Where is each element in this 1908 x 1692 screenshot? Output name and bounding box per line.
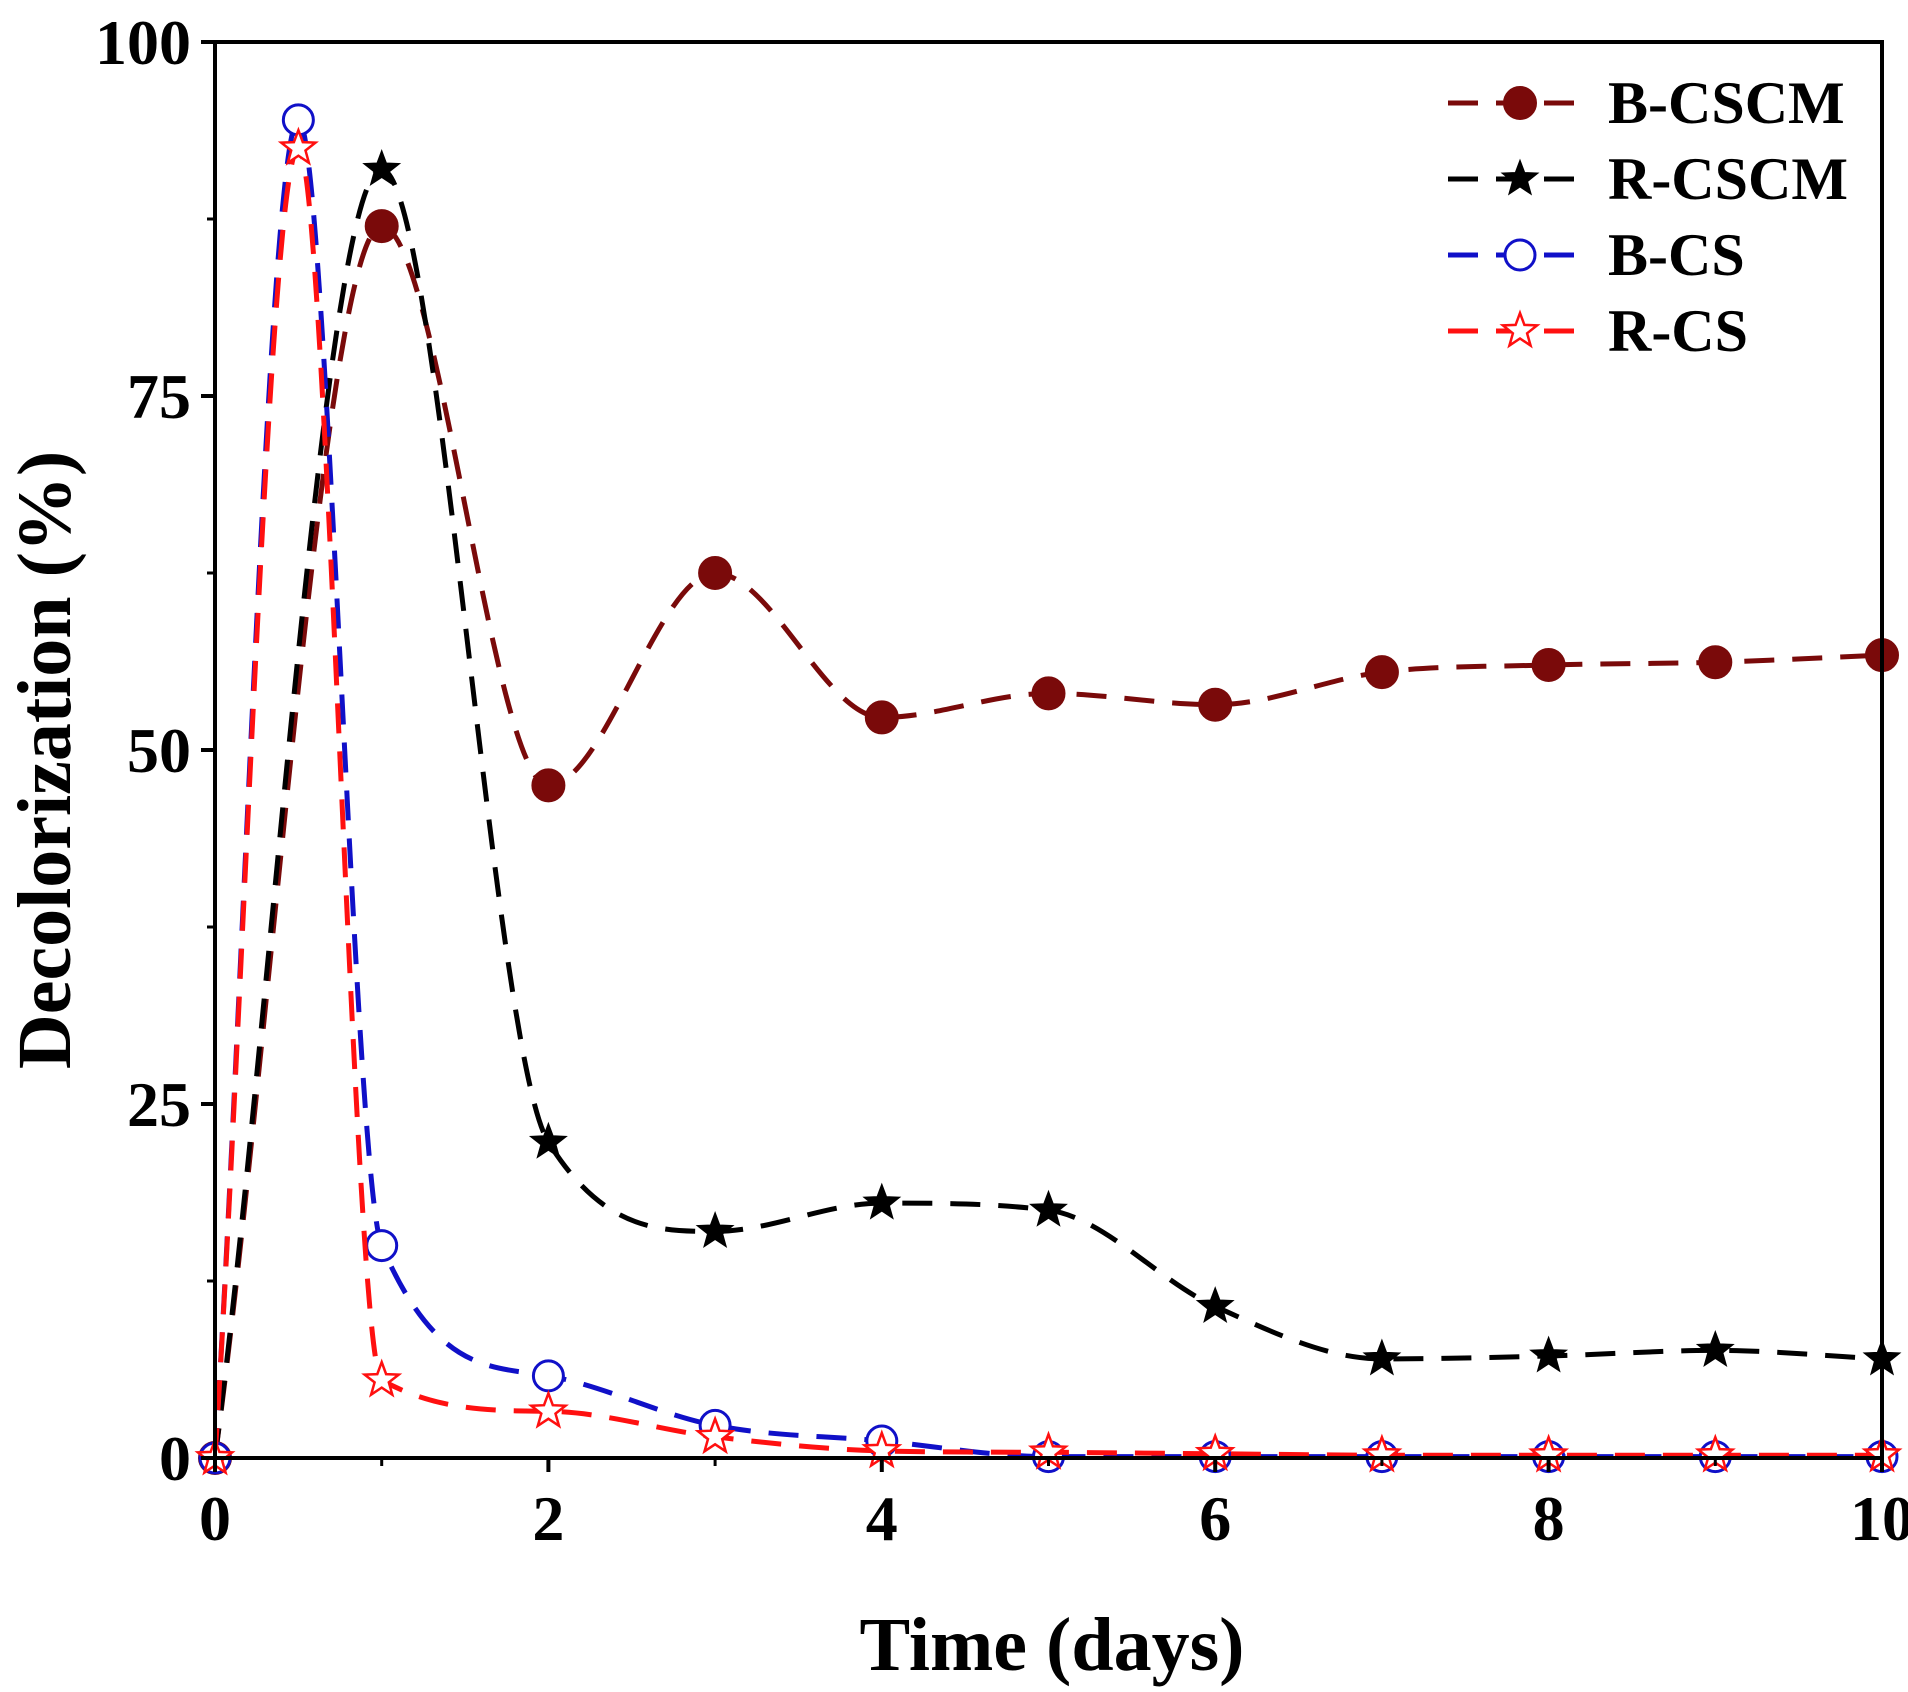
x-tick-label: 8 [1533,1483,1565,1554]
legend-item-b-cs: B-CS [1448,222,1745,288]
data-point-r-cscm [862,1182,902,1220]
data-point-r-cs [361,1358,403,1398]
legend-marker-r-cscm [1500,158,1540,196]
legend-item-r-cs: R-CS [1448,298,1748,364]
y-axis-title: Decolorization (%) [3,451,87,1069]
legend-label-b-cscm: B-CSCM [1608,70,1845,136]
data-point-b-cscm [864,700,899,735]
data-point-b-cscm [364,209,399,244]
y-tick-label: 50 [127,715,191,786]
y-tick-label: 0 [159,1423,191,1494]
data-point-r-cscm [1529,1335,1569,1373]
data-point-r-cscm [362,148,402,186]
plot-area [194,103,1903,1476]
legend: B-CSCM R-CSCM B-CS R-CS [1448,70,1848,364]
series-line-r-cscm [212,166,1883,1459]
data-point-b-cs [531,1359,565,1393]
data-point-r-cs [694,1415,736,1455]
x-tick-label: 6 [1199,1483,1231,1554]
series-line-b-cscm [212,223,1883,1459]
data-point-b-cscm [1531,648,1566,683]
data-point-b-cscm [1698,645,1733,680]
data-point-b-cscm [531,768,566,803]
legend-marker-r-cs [1499,309,1541,349]
data-point-r-cs [277,126,319,166]
legend-marker-b-cscm [1503,86,1537,120]
y-tick-label: 75 [127,361,191,432]
x-tick-label: 2 [532,1483,564,1554]
legend-item-b-cscm: B-CSCM [1448,70,1845,136]
data-point-b-cscm [1031,676,1066,711]
legend-marker-b-cs [1503,238,1537,272]
data-point-r-cscm [695,1210,735,1248]
axes: 0 25 50 75 100 0 2 4 6 8 10 [95,7,1908,1554]
data-point-r-cscm [1695,1329,1735,1367]
series-r-cscm [195,148,1902,1475]
series-line-b-cs [212,117,1882,1460]
data-point-r-cscm [1029,1189,1068,1227]
data-point-b-cs [365,1229,399,1263]
x-tick-label: 0 [199,1483,231,1554]
data-point-b-cscm [698,556,733,590]
data-point-r-cscm [1362,1338,1402,1376]
legend-item-r-cscm: R-CSCM [1448,146,1848,212]
data-point-r-cs [527,1389,569,1429]
data-point-b-cscm [1198,687,1233,722]
legend-label-b-cs: B-CS [1608,222,1745,288]
y-tick-label: 100 [95,7,191,78]
series-b-cscm [198,209,1899,1475]
legend-label-r-cs: R-CS [1608,298,1748,364]
legend-label-r-cscm: R-CSCM [1608,146,1848,212]
y-tick-label: 25 [127,1069,191,1140]
data-point-b-cscm [1364,655,1399,690]
x-tick-label: 4 [866,1483,898,1554]
x-axis-title: Time (days) [860,1603,1245,1687]
x-tick-label: 10 [1850,1483,1908,1554]
data-point-r-cscm [528,1121,568,1159]
data-point-r-cscm [1195,1286,1235,1324]
